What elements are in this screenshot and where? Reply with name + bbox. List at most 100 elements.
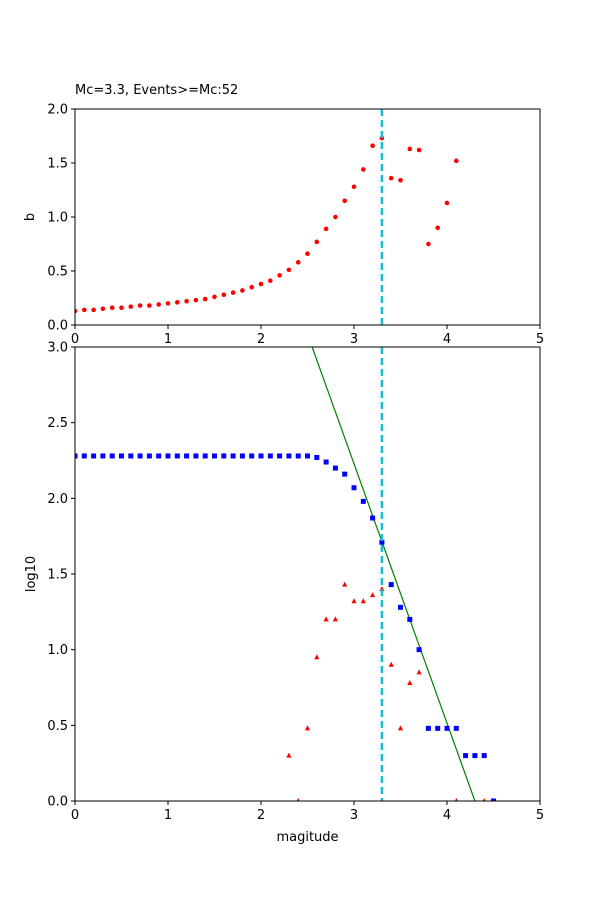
top-series-0-point-23 (286, 267, 292, 273)
bottom-series-1-point-14 (416, 669, 422, 675)
top-x-tick-label-1: 1 (164, 332, 172, 347)
top-series-0-point-14 (202, 296, 208, 302)
bottom-series-0-point-2 (91, 453, 97, 459)
top-series-0-point-13 (193, 297, 199, 303)
bottom-series-0-point-32 (370, 515, 376, 521)
bottom-x-tick-label-0: 0 (71, 808, 79, 823)
top-series-0-point-35 (398, 177, 403, 183)
top-series-0-point-21 (268, 278, 273, 284)
bottom-x-tick-label-3: 3 (350, 808, 358, 823)
bottom-series-0-point-22 (277, 453, 283, 459)
bottom-series-0-point-35 (398, 604, 403, 610)
top-series-0-point-1 (82, 307, 87, 313)
bottom-series-0-point-24 (295, 453, 301, 459)
log10-panel: 0 1 2 3 4 5 0.0 0.5 1.0 1.5 2.0 2.5 3.0 magitude lo… (24, 341, 544, 846)
bottom-series-0-point-45 (491, 798, 496, 801)
bottom-x-tick-label-4: 4 (443, 808, 451, 823)
top-series-0-point-41 (454, 158, 459, 164)
top-series-0-point-2 (91, 307, 96, 313)
bottom-y-tick-label-3: 1.5 (47, 568, 68, 583)
bottom-x-axis-label: magitude (276, 830, 338, 845)
bottom-series-1-point-8 (360, 598, 366, 604)
bottom-y-axis-label: log10 (24, 556, 39, 592)
bottom-series-1-point-10 (379, 586, 385, 592)
bottom-series-0-point-43 (472, 753, 478, 759)
bottom-x-ticks: 0 1 2 3 4 5 (71, 801, 544, 823)
top-series-0-point-22 (277, 273, 282, 278)
top-series-0-point-18 (240, 288, 245, 293)
b-value-panel: Mc=3.3, Events>=Mc:52 0 1 2 3 4 5 0.0 0.5 1.0 1.… (23, 83, 544, 347)
bottom-series-1-point-9 (370, 592, 376, 598)
top-series-0-point-10 (165, 301, 171, 306)
bottom-y-tick-label-1: 0.5 (47, 719, 68, 734)
bottom-series-0-point-0 (75, 453, 78, 459)
top-series-0-point-19 (249, 284, 254, 290)
top-y-tick-label-3: 1.5 (47, 157, 68, 172)
top-x-tick-label-2: 2 (257, 332, 265, 347)
bottom-series-0-point-33 (379, 539, 385, 545)
bottom-axes-frame (74, 346, 541, 802)
top-series-0-point-34 (388, 175, 394, 181)
top-plot-area (75, 109, 459, 325)
bottom-y-tick-label-2: 1.0 (47, 643, 68, 658)
bottom-plot-area (75, 347, 496, 801)
bottom-series-0-point-6 (128, 453, 134, 459)
bottom-series-0-point-23 (286, 453, 292, 459)
bottom-series-0-point-44 (481, 753, 487, 759)
bottom-marks (75, 347, 496, 801)
bottom-series-0-point-9 (156, 453, 162, 459)
bottom-series-0-point-16 (221, 453, 227, 459)
top-axes-frame (74, 108, 541, 326)
bottom-series-1-point-16 (482, 798, 486, 801)
bottom-fit-line (311, 347, 476, 801)
top-series-0-point-15 (212, 294, 217, 300)
bottom-y-tick-label-6: 3.0 (47, 341, 68, 356)
bottom-series-0-point-1 (81, 453, 87, 459)
bottom-series-1-point-2 (304, 725, 311, 731)
bottom-series-0-point-29 (342, 471, 348, 477)
top-series-0-point-0 (75, 308, 78, 314)
bottom-series-0-point-30 (351, 485, 357, 491)
top-series-0-point-6 (128, 304, 134, 309)
bottom-series-0-point-7 (137, 453, 143, 459)
top-series-0-point-7 (137, 303, 143, 308)
top-series-0-point-26 (314, 239, 320, 245)
bottom-series-0-point-20 (258, 453, 264, 459)
bottom-series-1-point-5 (332, 616, 338, 622)
top-series-0-point-20 (258, 281, 264, 287)
bottom-series-0-point-41 (453, 725, 459, 731)
top-series-0-point-24 (295, 260, 301, 265)
bottom-series-0-point-21 (267, 453, 273, 459)
top-series-0-point-12 (184, 298, 189, 304)
bottom-series-0-point-11 (174, 453, 180, 459)
bottom-series-0-point-40 (444, 725, 450, 731)
top-series-0-point-8 (147, 303, 152, 308)
top-y-axis-label: b (23, 213, 38, 221)
bottom-series-1-point-0 (286, 752, 292, 758)
bottom-series-0-point-36 (407, 616, 413, 622)
top-series-0-point-29 (342, 198, 348, 204)
bottom-series-0-point-37 (416, 647, 422, 653)
bottom-x-tick-label-5: 5 (536, 808, 544, 823)
bottom-y-tick-label-4: 2.0 (47, 492, 68, 507)
bottom-series-0-point-3 (100, 453, 106, 459)
bottom-series-1-point-4 (323, 616, 329, 622)
bottom-series-0-point-18 (239, 453, 245, 459)
top-series-0-point-27 (323, 226, 329, 232)
bottom-series-0-point-19 (249, 453, 255, 459)
bottom-series-0-point-38 (425, 725, 431, 731)
top-marks (75, 109, 459, 325)
bottom-series-0-point-31 (360, 498, 366, 504)
top-y-tick-label-0: 0.0 (47, 319, 68, 334)
bottom-series-1-point-6 (342, 581, 348, 587)
bottom-series-0-point-14 (202, 453, 208, 459)
top-series-0-point-3 (100, 306, 106, 312)
bottom-y-tick-label-5: 2.5 (47, 416, 68, 431)
bottom-series-1-point-15 (454, 798, 458, 801)
top-series-0-point-28 (333, 214, 338, 220)
top-series-0-point-4 (109, 305, 115, 311)
top-series-0-point-40 (444, 200, 450, 206)
bottom-y-tick-label-0: 0.0 (47, 795, 68, 810)
bottom-series-0-point-39 (435, 725, 441, 731)
bottom-series-1-point-7 (351, 598, 357, 604)
